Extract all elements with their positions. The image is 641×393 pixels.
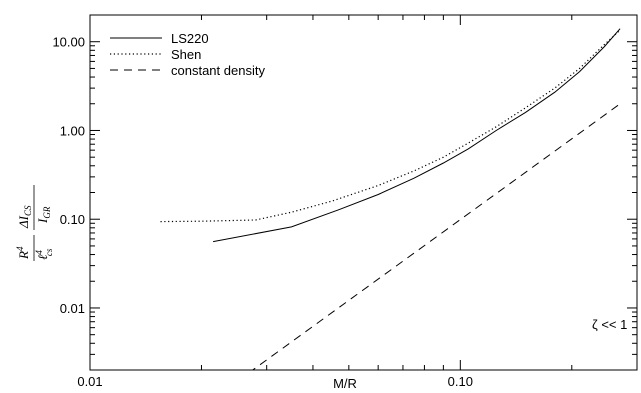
y-tick-label: 10.00 (52, 35, 85, 50)
x-tick-label: 0.10 (448, 374, 473, 389)
svg-text:R4: R4 (15, 246, 31, 260)
y-axis-title: R4 ℓ4cs ΔICS IGR (15, 185, 54, 261)
series-line-ls220 (213, 28, 621, 243)
legend-label-constant-density: constant density (171, 63, 265, 78)
x-tick-label: 0.01 (77, 374, 102, 389)
y-tick-label: 0.10 (60, 212, 85, 227)
svg-text:ℓ4cs: ℓ4cs (34, 248, 54, 260)
tick-labels: 0.01 0.10 0.01 0.10 1.00 10.00 (52, 35, 473, 389)
y-tick-label: 1.00 (60, 123, 85, 138)
legend-label-shen: Shen (171, 47, 201, 62)
svg-text:ΔICS: ΔICS (16, 205, 33, 229)
axis-ticks (89, 14, 638, 371)
x-axis-title: M/R (333, 376, 357, 391)
legend: LS220 Shen constant density (110, 31, 265, 78)
legend-label-ls220: LS220 (171, 31, 209, 46)
svg-text:IGR: IGR (35, 206, 52, 224)
series-lines (160, 28, 621, 370)
series-line-shen (160, 29, 621, 223)
annotation-zeta: ζ << 1 (592, 317, 627, 332)
series-line-constant-density (251, 103, 621, 370)
y-tick-label: 0.01 (60, 301, 85, 316)
